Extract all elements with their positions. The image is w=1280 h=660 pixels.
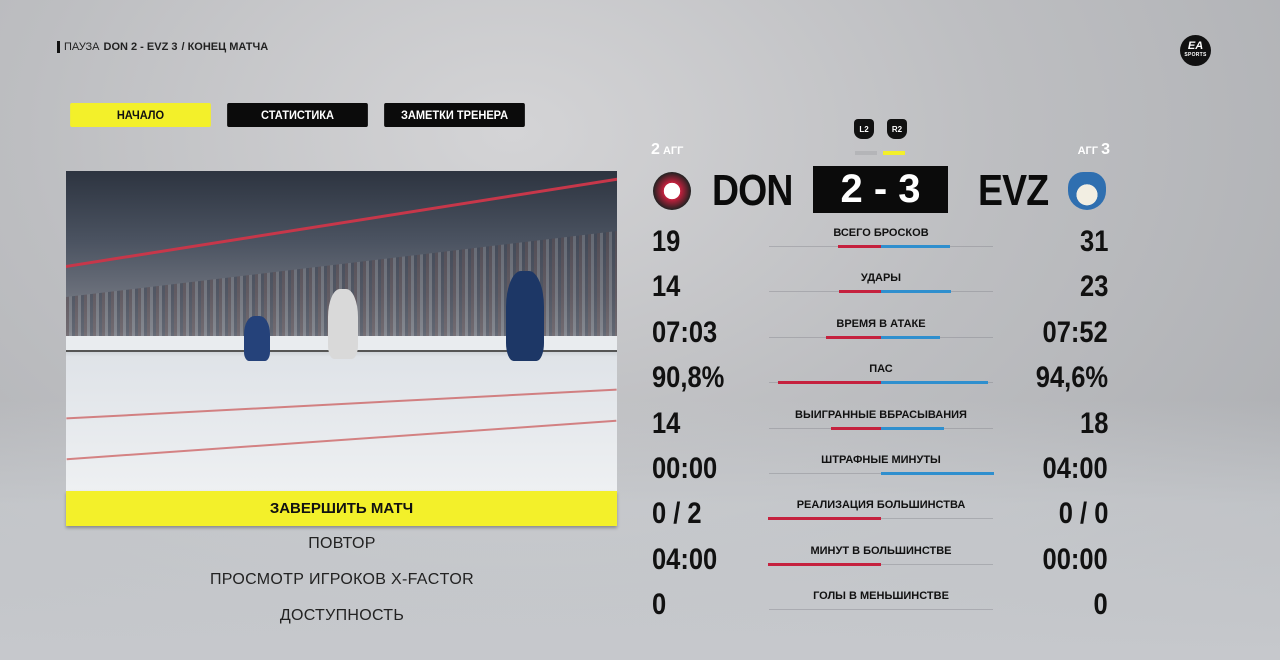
rink-line	[66, 419, 617, 461]
stat-home-value: 04:00	[652, 542, 718, 576]
stat-label: МИНУТ В БОЛЬШИНСТВЕ	[810, 544, 952, 557]
tab-statistics[interactable]: СТАТИСТИКА	[227, 103, 368, 127]
stat-home-value: 19	[652, 225, 681, 258]
stat-away-bar	[881, 381, 989, 385]
l2-button-icon[interactable]: L2	[854, 119, 874, 139]
stat-label: ПАС	[869, 363, 893, 376]
breadcrumb-match: DON 2 - EVZ 3	[103, 41, 178, 53]
menu-xfactor-players[interactable]: ПРОСМОТР ИГРОКОВ X-FACTOR	[209, 571, 475, 588]
home-aggregate: 2 АГГ	[651, 141, 683, 159]
stat-label: ВРЕМЯ В АТАКЕ	[836, 317, 926, 330]
stat-home-value: 0	[652, 588, 667, 622]
stat-baseline	[769, 609, 993, 611]
stat-home-value: 14	[652, 406, 681, 440]
highlight-preview	[66, 171, 617, 491]
tab-start[interactable]: НАЧАЛО	[70, 103, 211, 127]
stat-home-bar	[839, 290, 881, 294]
stat-away-bar	[881, 290, 952, 294]
away-team-logo	[1068, 172, 1106, 210]
stat-away-value: 00:00	[1042, 542, 1108, 576]
away-team-abbr: EVZ	[978, 166, 1049, 215]
stat-away-value: 18	[1079, 406, 1108, 440]
menu-replay[interactable]: ПОВТОР	[308, 535, 376, 552]
stat-home-bar	[831, 426, 881, 430]
score: 2 - 3	[813, 166, 948, 213]
stat-row: 14 УДАРЫ 23	[652, 267, 1108, 307]
tab-bar: НАЧАЛО СТАТИСТИКА ЗАМЕТКИ ТРЕНЕРА	[64, 103, 531, 127]
stat-row: 07:03 ВРЕМЯ В АТАКЕ 07:52	[652, 313, 1108, 353]
breadcrumb-suffix: / КОНЕЦ МАТЧА	[181, 41, 269, 53]
stat-home-value: 90,8%	[652, 361, 725, 395]
breadcrumb-marker	[57, 41, 60, 53]
stat-away-value: 07:52	[1042, 315, 1108, 349]
stat-home-value: 00:00	[652, 452, 718, 485]
away-agg-label: АГГ	[1077, 145, 1099, 157]
stat-home-value: 14	[652, 270, 681, 304]
away-aggregate: АГГ 3	[1078, 141, 1110, 159]
stat-home-bar	[825, 335, 881, 339]
home-team-abbr: DON	[712, 166, 793, 215]
stat-row: 0 / 2 РЕАЛИЗАЦИЯ БОЛЬШИНСТВА 0 / 0	[652, 494, 1108, 534]
stat-row: 00:00 ШТРАФНЫЕ МИНУТЫ 04:00	[652, 449, 1108, 489]
stat-row: 19 ВСЕГО БРОСКОВ 31	[652, 222, 1108, 262]
home-agg-value: 2	[651, 141, 660, 158]
end-match-button[interactable]: ЗАВЕРШИТЬ МАТЧ	[66, 491, 617, 526]
stat-label: ШТРАФНЫЕ МИНУТЫ	[821, 454, 941, 466]
stat-home-value: 0 / 2	[652, 497, 702, 531]
stat-label: РЕАЛИЗАЦИЯ БОЛЬШИНСТВА	[796, 499, 966, 512]
breadcrumb-prefix: ПАУЗА	[64, 41, 100, 53]
menu-accessibility[interactable]: ДОСТУПНОСТЬ	[279, 607, 405, 624]
stat-home-bar	[768, 562, 881, 566]
stat-away-bar	[881, 426, 945, 430]
rink-line	[66, 388, 617, 420]
stat-row: 90,8% ПАС 94,6%	[652, 358, 1108, 398]
stat-baseline	[769, 563, 993, 565]
stat-away-value: 0 / 0	[1058, 497, 1108, 531]
stat-home-bar	[838, 245, 881, 248]
stat-away-value: 23	[1079, 270, 1108, 304]
stat-away-value: 31	[1079, 225, 1108, 258]
stat-label: ГОЛЫ В МЕНЬШИНСТВЕ	[813, 590, 949, 603]
r2-button-icon[interactable]: R2	[887, 119, 907, 139]
stat-home-value: 07:03	[652, 315, 718, 349]
stat-label: ВЫИГРАННЫЕ ВБРАСЫВАНИЯ	[795, 408, 967, 421]
breadcrumb: ПАУЗА DON 2 - EVZ 3 / КОНЕЦ МАТЧА	[57, 41, 268, 53]
tab-coach-notes[interactable]: ЗАМЕТКИ ТРЕНЕРА	[384, 103, 525, 127]
away-agg-value: 3	[1101, 141, 1110, 158]
player	[328, 289, 358, 359]
page-indicator	[855, 151, 877, 155]
home-team-logo	[653, 172, 691, 210]
stat-away-value: 94,6%	[1035, 361, 1108, 395]
stat-label: УДАРЫ	[860, 272, 902, 285]
player	[244, 316, 270, 361]
home-agg-label: АГГ	[662, 145, 684, 157]
stat-label: ВСЕГО БРОСКОВ	[833, 227, 929, 239]
stat-home-bar	[778, 381, 881, 385]
stat-away-bar	[881, 245, 950, 248]
stat-row: 14 ВЫИГРАННЫЕ ВБРАСЫВАНИЯ 18	[652, 404, 1108, 444]
stat-home-bar	[768, 517, 881, 521]
page-indicator-active	[883, 151, 905, 155]
stat-away-bar	[881, 335, 940, 339]
ea-sports-logo: EA SPORTS	[1180, 35, 1211, 66]
stat-away-value: 0	[1093, 588, 1108, 622]
stat-row: 0 ГОЛЫ В МЕНЬШИНСТВЕ 0	[652, 585, 1108, 625]
stat-away-bar	[881, 472, 994, 475]
stat-row: 04:00 МИНУТ В БОЛЬШИНСТВЕ 00:00	[652, 540, 1108, 580]
stat-baseline	[769, 518, 993, 520]
stat-away-value: 04:00	[1042, 452, 1108, 485]
player	[506, 271, 544, 361]
